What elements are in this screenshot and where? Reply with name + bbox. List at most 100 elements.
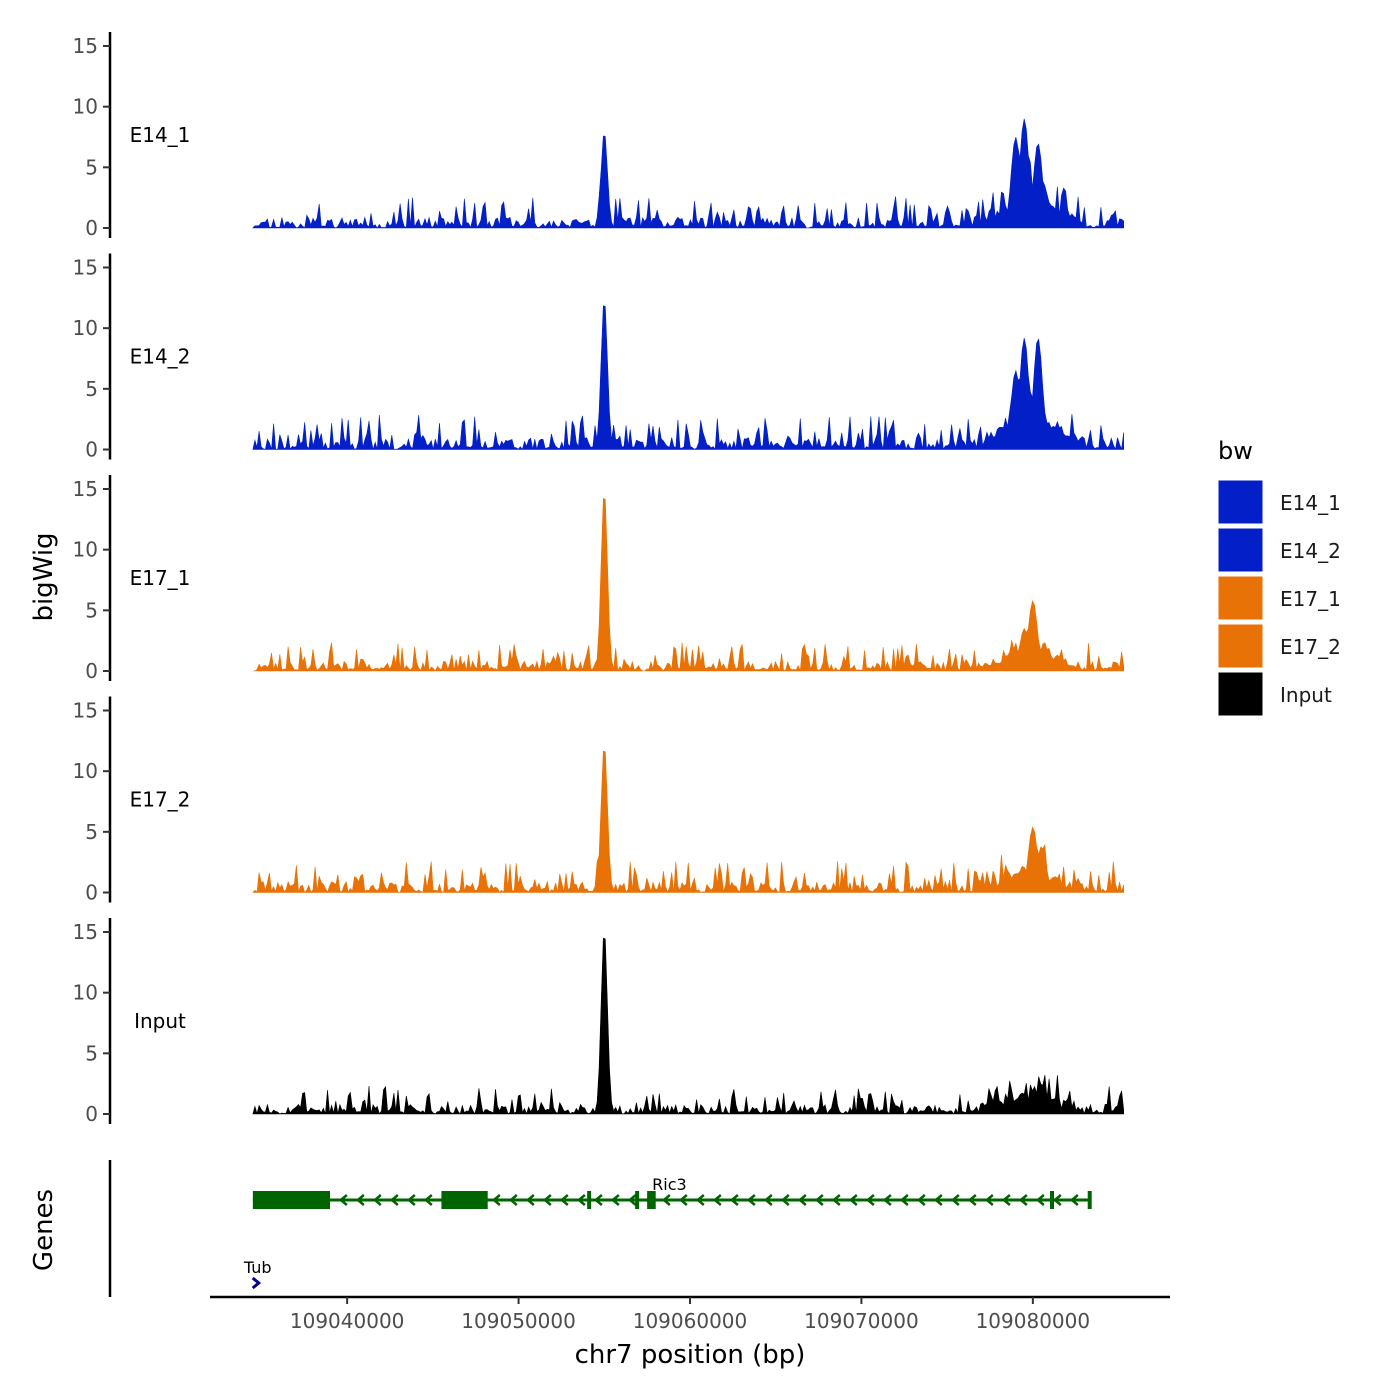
strand-chevron	[967, 1194, 977, 1206]
strand-chevron	[423, 1194, 433, 1206]
x-tick-label: 109060000	[633, 1309, 748, 1333]
genes-track-label: Genes	[29, 1189, 59, 1271]
strand-chevron	[916, 1194, 926, 1206]
legend-title: bw	[1218, 437, 1253, 465]
strand-chevron	[355, 1194, 365, 1206]
exon-block	[635, 1191, 640, 1209]
strand-chevron	[933, 1194, 943, 1206]
legend-label-Input: Input	[1280, 683, 1332, 707]
strand-chevron	[984, 1194, 994, 1206]
strand-chevron	[491, 1194, 501, 1206]
strand-chevron	[406, 1194, 416, 1206]
strand-chevron	[848, 1194, 858, 1206]
y-tick-label: 5	[85, 1041, 98, 1065]
y-tick-label: 5	[85, 820, 98, 844]
strand-chevron	[899, 1194, 909, 1206]
panel-label-E14_1: E14_1	[130, 123, 191, 147]
y-tick-label: 10	[73, 95, 98, 119]
signal-area-E14_2	[252, 305, 1124, 451]
signal-area-E17_1	[252, 498, 1124, 672]
strand-chevron	[661, 1194, 671, 1206]
legend-key-E14_2	[1217, 527, 1264, 573]
strand-chevron	[695, 1194, 705, 1206]
panel-label-E17_1: E17_1	[130, 566, 191, 590]
y-tick-label: 0	[85, 881, 98, 905]
strand-chevron	[678, 1194, 688, 1206]
exon-block	[441, 1191, 488, 1209]
legend-key-E17_1	[1217, 575, 1264, 621]
x-tick-label: 109080000	[976, 1309, 1091, 1333]
legend-key-E17_2	[1217, 623, 1264, 669]
strand-chevron	[1035, 1194, 1045, 1206]
legend-label-E17_1: E17_1	[1280, 587, 1341, 611]
x-tick-label: 109070000	[804, 1309, 919, 1333]
legend-key-E14_1	[1217, 479, 1264, 525]
strand-chevron	[950, 1194, 960, 1206]
y-tick-label: 10	[73, 981, 98, 1005]
strand-chevron	[865, 1194, 875, 1206]
x-tick-label: 109040000	[290, 1309, 405, 1333]
strand-chevron	[729, 1194, 739, 1206]
y-tick-label: 10	[73, 538, 98, 562]
y-tick-label: 0	[85, 659, 98, 683]
strand-chevron	[559, 1194, 569, 1206]
strand-chevron	[389, 1194, 399, 1206]
legend-key-Input	[1217, 671, 1264, 717]
strand-chevron	[1069, 1194, 1079, 1206]
y-tick-label: 10	[73, 759, 98, 783]
strand-chevron	[525, 1194, 535, 1206]
strand-chevron	[882, 1194, 892, 1206]
y-tick-label: 15	[73, 34, 98, 58]
strand-chevron	[780, 1194, 790, 1206]
strand-chevron	[338, 1194, 348, 1206]
panel-label-E14_2: E14_2	[130, 345, 191, 369]
strand-chevron	[508, 1194, 518, 1206]
signal-area-Input	[252, 937, 1124, 1115]
y-tick-label: 5	[85, 598, 98, 622]
strand-chevron	[627, 1194, 637, 1206]
signal-area-E14_1	[252, 118, 1124, 229]
strand-chevron	[610, 1194, 620, 1206]
strand-chevron	[1001, 1194, 1011, 1206]
exon-block	[647, 1191, 656, 1209]
exon-block	[252, 1191, 330, 1209]
y-tick-label: 15	[73, 920, 98, 944]
y-tick-label: 15	[73, 256, 98, 280]
strand-chevron	[763, 1194, 773, 1206]
legend-label-E14_1: E14_1	[1280, 491, 1341, 515]
exon-block	[1050, 1191, 1054, 1209]
y-tick-label: 10	[73, 316, 98, 340]
y-tick-label: 0	[85, 438, 98, 462]
strand-chevron	[797, 1194, 807, 1206]
strand-chevron	[746, 1194, 756, 1206]
strand-chevron	[593, 1194, 603, 1206]
y-tick-label: 15	[73, 477, 98, 501]
panel-label-E17_2: E17_2	[130, 788, 191, 812]
panel-label-Input: Input	[134, 1009, 186, 1033]
signal-area-E17_2	[252, 750, 1124, 894]
y-tick-label: 15	[73, 699, 98, 723]
strand-chevron	[814, 1194, 824, 1206]
y-tick-label: 0	[85, 1102, 98, 1126]
strand-chevron	[576, 1194, 586, 1206]
strand-chevron	[372, 1194, 382, 1206]
gene-name-Ric3: Ric3	[652, 1175, 687, 1194]
strand-chevron	[542, 1194, 552, 1206]
y-tick-label: 0	[85, 216, 98, 240]
gene-name-Tub: Tub	[243, 1258, 272, 1277]
x-axis-title: chr7 position (bp)	[575, 1340, 806, 1370]
exon-block	[587, 1191, 592, 1209]
exon-block	[1087, 1191, 1092, 1209]
strand-chevron	[712, 1194, 722, 1206]
x-tick-label: 109050000	[461, 1309, 576, 1333]
y-tick-label: 5	[85, 377, 98, 401]
strand-chevron	[1052, 1194, 1062, 1206]
legend-label-E14_2: E14_2	[1280, 539, 1341, 563]
y-tick-label: 5	[85, 155, 98, 179]
legend-label-E17_2: E17_2	[1280, 635, 1341, 659]
strand-chevron	[1018, 1194, 1028, 1206]
strand-chevron	[831, 1194, 841, 1206]
gene-marker-Tub	[251, 1276, 262, 1290]
y-axis-title: bigWig	[29, 532, 59, 621]
